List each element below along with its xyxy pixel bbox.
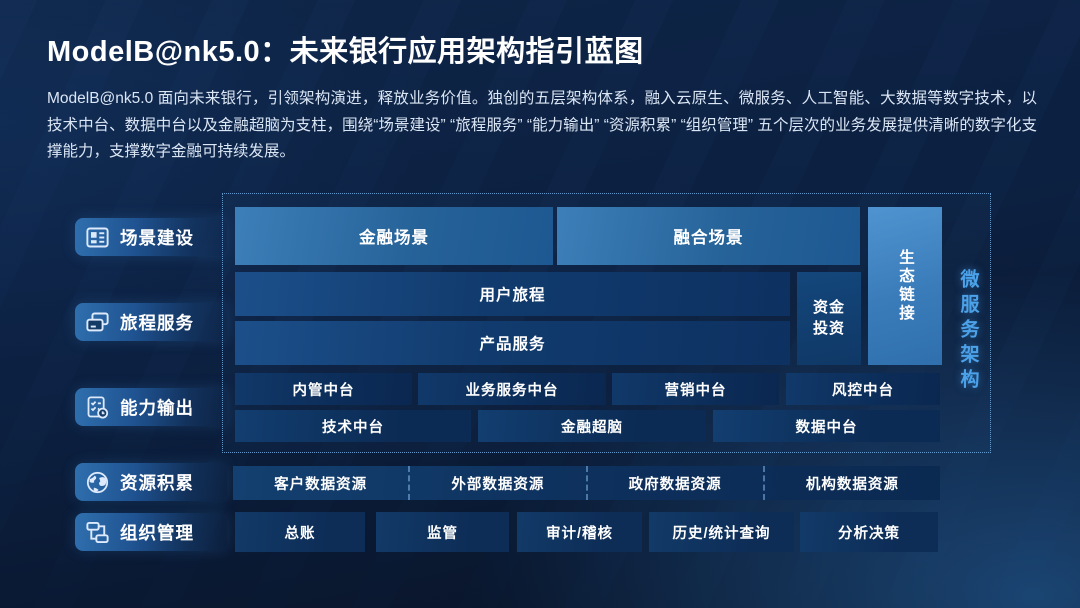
block-fund-investment: 资金 投资 <box>797 272 861 365</box>
globe-icon <box>84 469 111 496</box>
data-resource-institution: 机构数据资源 <box>762 466 940 500</box>
checklist-clock-icon <box>84 394 111 421</box>
block-internal-mgmt-platform: 内管中台 <box>235 373 412 405</box>
block-risk-control-platform: 风控中台 <box>786 373 940 405</box>
block-general-ledger: 总账 <box>235 512 365 552</box>
sidebar-item-label: 能力输出 <box>120 397 194 418</box>
block-tech-platform: 技术中台 <box>235 410 471 442</box>
block-user-journey: 用户旅程 <box>235 272 790 316</box>
dashboard-grid-icon <box>84 224 111 251</box>
sidebar-item-resource-accumulation: 资源积累 <box>75 463 227 501</box>
data-resource-customer: 客户数据资源 <box>274 476 368 493</box>
block-history-stats-query: 历史/统计查询 <box>649 512 794 552</box>
stacked-cards-icon <box>84 309 111 336</box>
sidebar-item-label: 组织管理 <box>120 522 194 543</box>
data-resources-bar: 客户数据资源 外部数据资源 政府数据资源 机构数据资源 <box>233 466 940 500</box>
data-resource-external: 外部数据资源 <box>408 466 585 500</box>
sidebar-item-scene-building: 场景建设 <box>75 218 227 256</box>
block-eco-link: 生态链接 <box>868 207 942 365</box>
block-marketing-platform: 营销中台 <box>612 373 779 405</box>
sidebar-item-capability-output: 能力输出 <box>75 388 227 426</box>
sidebar-item-journey-service: 旅程服务 <box>75 303 227 341</box>
block-regulation: 监管 <box>376 512 509 552</box>
block-fusion-scene: 融合场景 <box>557 207 860 265</box>
block-financial-superbrain: 金融超脑 <box>478 410 706 442</box>
block-product-service: 产品服务 <box>235 321 790 365</box>
block-data-platform: 数据中台 <box>713 410 940 442</box>
block-business-service-platform: 业务服务中台 <box>418 373 606 405</box>
block-financial-scene: 金融场景 <box>235 207 553 265</box>
sidebar-item-label: 旅程服务 <box>120 312 194 333</box>
sidebar-item-organization-management: 组织管理 <box>75 513 227 551</box>
microservice-architecture-label: 微服务架构 <box>957 268 979 394</box>
sidebar-item-label: 场景建设 <box>120 227 194 248</box>
sidebar-item-label: 资源积累 <box>120 472 194 493</box>
data-resource-government: 政府数据资源 <box>585 466 763 500</box>
org-chart-icon <box>84 519 111 546</box>
block-audit: 审计/稽核 <box>517 512 642 552</box>
page-description: ModelB@nk5.0 面向未来银行，引领架构演进，释放业务价值。独创的五层架… <box>47 90 1037 161</box>
page-title: ModelB@nk5.0：未来银行应用架构指引蓝图 <box>47 36 644 68</box>
block-analysis-decision: 分析决策 <box>800 512 938 552</box>
